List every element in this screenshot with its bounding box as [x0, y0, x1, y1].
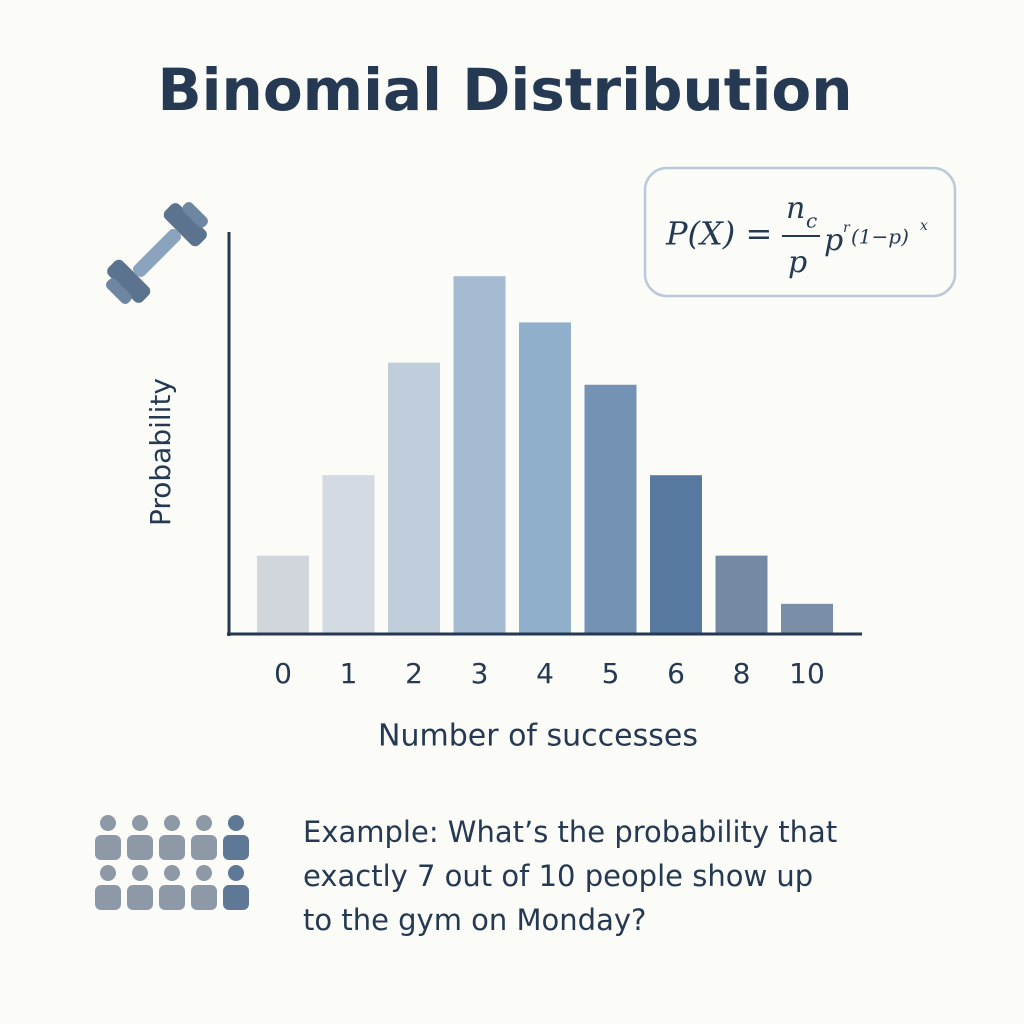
person-head: [100, 815, 116, 831]
formula-lhs: P(X) =: [665, 215, 772, 253]
bar: [453, 276, 506, 634]
bar: [781, 603, 833, 634]
bar: [388, 362, 440, 634]
person-body: [95, 885, 121, 910]
person-head: [132, 815, 148, 831]
formula-numerator: n: [786, 191, 805, 226]
formula-numerator-sub: c: [806, 209, 817, 233]
x-tick-label: 2: [405, 657, 423, 690]
formula-exp2: x: [920, 218, 928, 234]
x-tick-label: 6: [667, 657, 685, 690]
person-body: [223, 835, 249, 860]
person-head: [228, 815, 244, 831]
person-head: [132, 865, 148, 881]
x-axis-label: Number of successes: [378, 719, 698, 754]
person-body: [127, 835, 153, 860]
x-tick-label: 5: [602, 657, 620, 690]
person-body: [127, 885, 153, 910]
person-body: [159, 835, 185, 860]
formula-base: p: [824, 223, 843, 258]
y-axis-label: Probability: [144, 378, 177, 526]
person-body: [95, 835, 121, 860]
bar: [322, 475, 375, 634]
bar: [584, 384, 637, 634]
person-head: [228, 865, 244, 881]
example-line: Example: What’s the probability that: [303, 815, 837, 849]
person-head: [196, 815, 212, 831]
person-head: [100, 865, 116, 881]
dumbbell-icon: [106, 202, 208, 304]
bar: [519, 322, 571, 634]
formula-denominator: p: [788, 245, 807, 280]
person-body: [223, 885, 249, 910]
x-tick-label: 8: [733, 657, 751, 690]
example-line: exactly 7 out of 10 people show up: [303, 859, 813, 893]
person-head: [164, 815, 180, 831]
bar: [650, 475, 702, 634]
bar: [257, 555, 309, 634]
x-tick-label: 3: [471, 657, 489, 690]
x-tick-label: 1: [340, 657, 358, 690]
person-body: [159, 885, 185, 910]
example-text: Example: What’s the probability that exac…: [303, 815, 837, 937]
x-tick-label: 10: [789, 657, 825, 690]
chart-title: Binomial Distribution: [157, 56, 852, 124]
person-head: [196, 865, 212, 881]
formula-box: [643, 166, 957, 298]
x-tick-label: 4: [536, 657, 554, 690]
bars: [257, 276, 833, 634]
x-tick-label: 0: [274, 657, 292, 690]
formula-exp1: r: [843, 220, 851, 236]
bar: [715, 555, 768, 634]
person-head: [164, 865, 180, 881]
formula-paren: (1−p): [851, 225, 909, 249]
example-line: to the gym on Monday?: [303, 903, 646, 937]
people-icons: [95, 815, 249, 910]
person-body: [191, 835, 217, 860]
person-body: [191, 885, 217, 910]
